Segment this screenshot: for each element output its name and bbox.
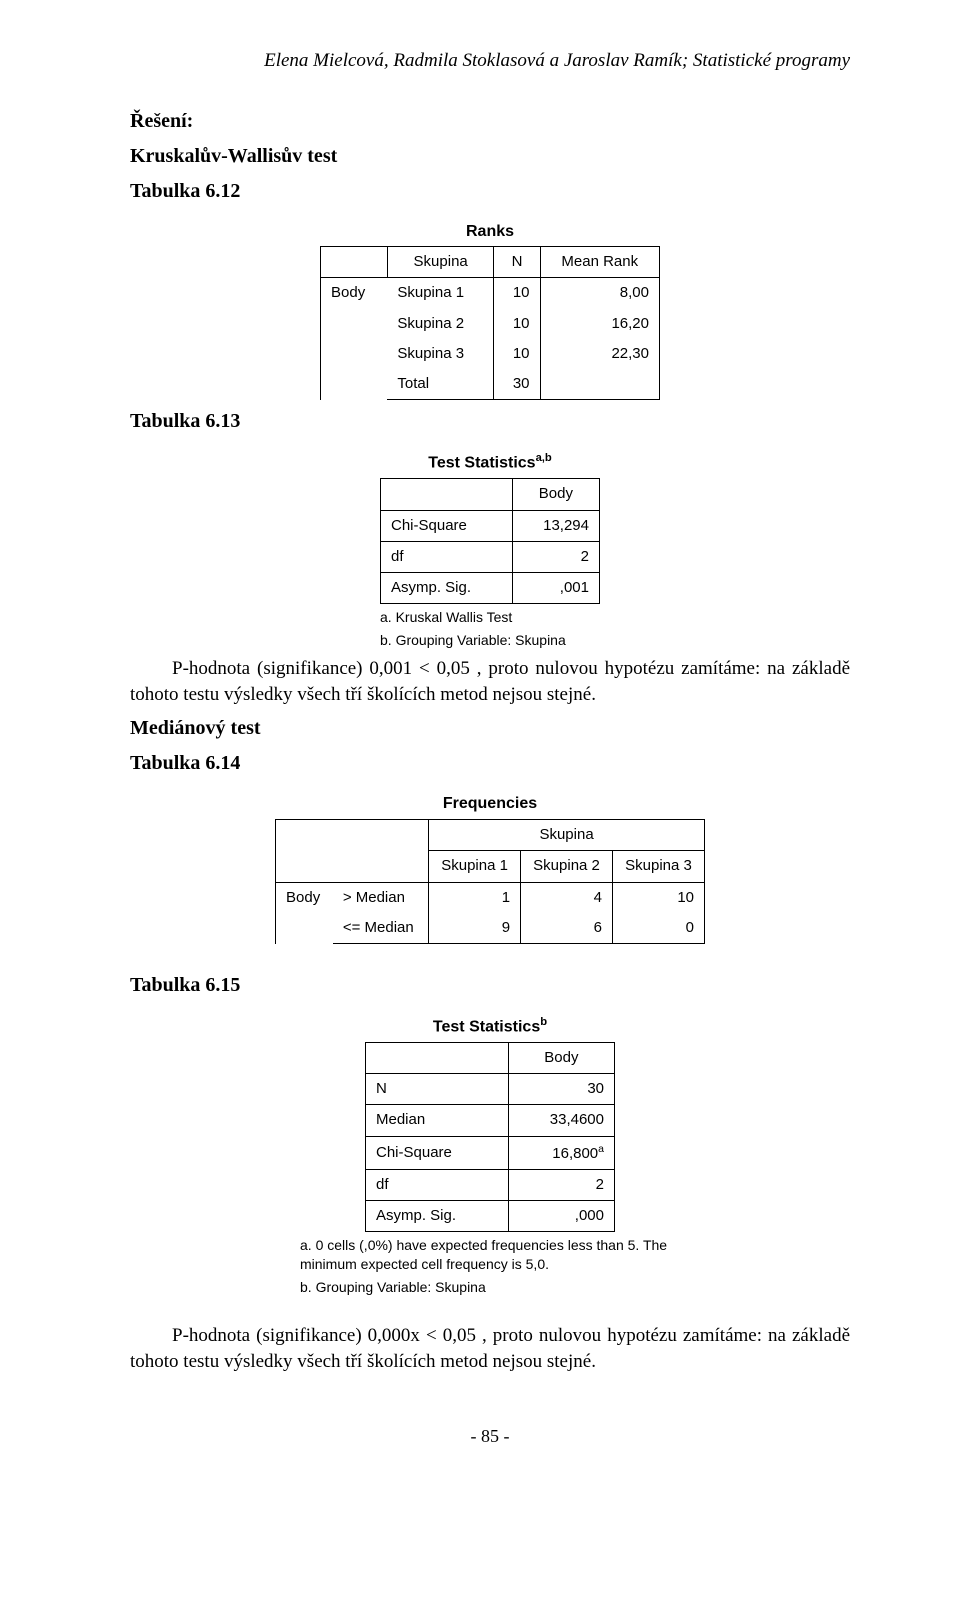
teststatb-chisq-sup: a — [598, 1143, 604, 1155]
paragraph-2: P-hodnota (signifikance) 0,000x < 0,05 ,… — [130, 1323, 850, 1374]
teststatb-row-label: Median — [366, 1105, 509, 1136]
ranks-row-mr: 22,30 — [540, 339, 659, 369]
teststat-row-label: df — [381, 541, 513, 572]
heading-tab612: Tabulka 6.12 — [130, 178, 850, 205]
teststatb-row-label: Chi-Square — [366, 1136, 509, 1169]
freq-cell: 9 — [429, 913, 521, 944]
teststat-row-val: 2 — [512, 541, 599, 572]
teststatb-row-val: ,000 — [508, 1201, 614, 1232]
heading-tab615: Tabulka 6.15 — [130, 972, 850, 999]
page-header: Elena Mielcová, Radmila Stoklasová a Jar… — [130, 48, 850, 74]
teststatb-row-val: 16,800a — [508, 1136, 614, 1169]
teststatb-row-label: N — [366, 1074, 509, 1105]
teststatb-title-sup: b — [540, 1016, 547, 1028]
ranks-row-label: Skupina 3 — [387, 339, 494, 369]
freq-cell: 1 — [429, 882, 521, 913]
freq-title: Frequencies — [130, 793, 850, 815]
freq-cell: 10 — [613, 882, 705, 913]
ranks-row-n: 10 — [494, 278, 540, 309]
teststatb-row-val: 2 — [508, 1169, 614, 1200]
ranks-row-mr — [540, 369, 659, 400]
freq-row-label: > Median — [333, 882, 429, 913]
ranks-row-label: Total — [387, 369, 494, 400]
freq-col-3: Skupina 3 — [613, 851, 705, 882]
heading-kruskal: Kruskalův-Wallisův test — [130, 143, 850, 170]
ranks-stub: Body — [321, 278, 388, 400]
freq-col-1: Skupina 1 — [429, 851, 521, 882]
page: Elena Mielcová, Radmila Stoklasová a Jar… — [0, 0, 960, 1489]
ranks-row-label: Skupina 1 — [387, 278, 494, 309]
ranks-table: Skupina N Mean Rank Body Skupina 1 10 8,… — [320, 246, 660, 400]
header-authors: Elena Mielcová, Radmila Stoklasová a Jar… — [264, 50, 693, 71]
teststatb-row-val: 30 — [508, 1074, 614, 1105]
paragraph-1: P-hodnota (signifikance) 0,001 < 0,05 , … — [130, 656, 850, 707]
teststat-title-text: Test Statistics — [428, 455, 535, 472]
ranks-col-skupina: Skupina — [387, 247, 494, 278]
teststat-title-sup: a,b — [536, 452, 552, 464]
freq-table: Skupina Skupina 1 Skupina 2 Skupina 3 Bo… — [275, 819, 705, 944]
ranks-col-n: N — [494, 247, 540, 278]
teststat-note-a: a. Kruskal Wallis Test — [380, 608, 600, 627]
ranks-col-mr: Mean Rank — [540, 247, 659, 278]
teststat-colhead: Body — [512, 479, 599, 510]
teststat-row-label: Asymp. Sig. — [381, 573, 513, 604]
teststatb-row-label: df — [366, 1169, 509, 1200]
heading-reseni: Řešení: — [130, 108, 850, 135]
teststat-note-b: b. Grouping Variable: Skupina — [380, 631, 600, 650]
freq-cell: 4 — [521, 882, 613, 913]
teststatb-title-text: Test Statistics — [433, 1018, 540, 1035]
freq-col-2: Skupina 2 — [521, 851, 613, 882]
teststat-row-val: ,001 — [512, 573, 599, 604]
teststatb-colhead: Body — [508, 1042, 614, 1073]
heading-tab613: Tabulka 6.13 — [130, 408, 850, 435]
heading-mediantest: Mediánový test — [130, 715, 850, 742]
teststatb-row-label: Asymp. Sig. — [366, 1201, 509, 1232]
ranks-row-n: 30 — [494, 369, 540, 400]
freq-stub: Body — [276, 882, 333, 944]
ranks-row-mr: 8,00 — [540, 278, 659, 309]
teststatb-note-b: b. Grouping Variable: Skupina — [300, 1278, 680, 1297]
teststatb-row-val: 33,4600 — [508, 1105, 614, 1136]
freq-superhead: Skupina — [429, 820, 705, 851]
ranks-title: Ranks — [130, 221, 850, 243]
teststatb-note-a: a. 0 cells (,0%) have expected frequenci… — [300, 1236, 680, 1274]
teststatb-title: Test Statisticsb — [130, 1015, 850, 1038]
ranks-row-mr: 16,20 — [540, 309, 659, 339]
header-title: Statistické programy — [693, 50, 850, 71]
teststat-title: Test Statisticsa,b — [130, 451, 850, 474]
freq-cell: 6 — [521, 913, 613, 944]
teststat-row-label: Chi-Square — [381, 510, 513, 541]
ranks-row-n: 10 — [494, 309, 540, 339]
teststat-row-val: 13,294 — [512, 510, 599, 541]
heading-tab614: Tabulka 6.14 — [130, 750, 850, 777]
teststat-table: Body Chi-Square 13,294 df 2 Asymp. Sig. … — [380, 478, 600, 604]
ranks-row-label: Skupina 2 — [387, 309, 494, 339]
freq-row-label: <= Median — [333, 913, 429, 944]
teststatb-table: Body N 30 Median 33,4600 Chi-Square 16,8… — [365, 1042, 615, 1233]
teststatb-chisq-val: 16,800 — [552, 1145, 598, 1162]
page-number: - 85 - — [130, 1424, 850, 1448]
freq-cell: 0 — [613, 913, 705, 944]
ranks-row-n: 10 — [494, 339, 540, 369]
